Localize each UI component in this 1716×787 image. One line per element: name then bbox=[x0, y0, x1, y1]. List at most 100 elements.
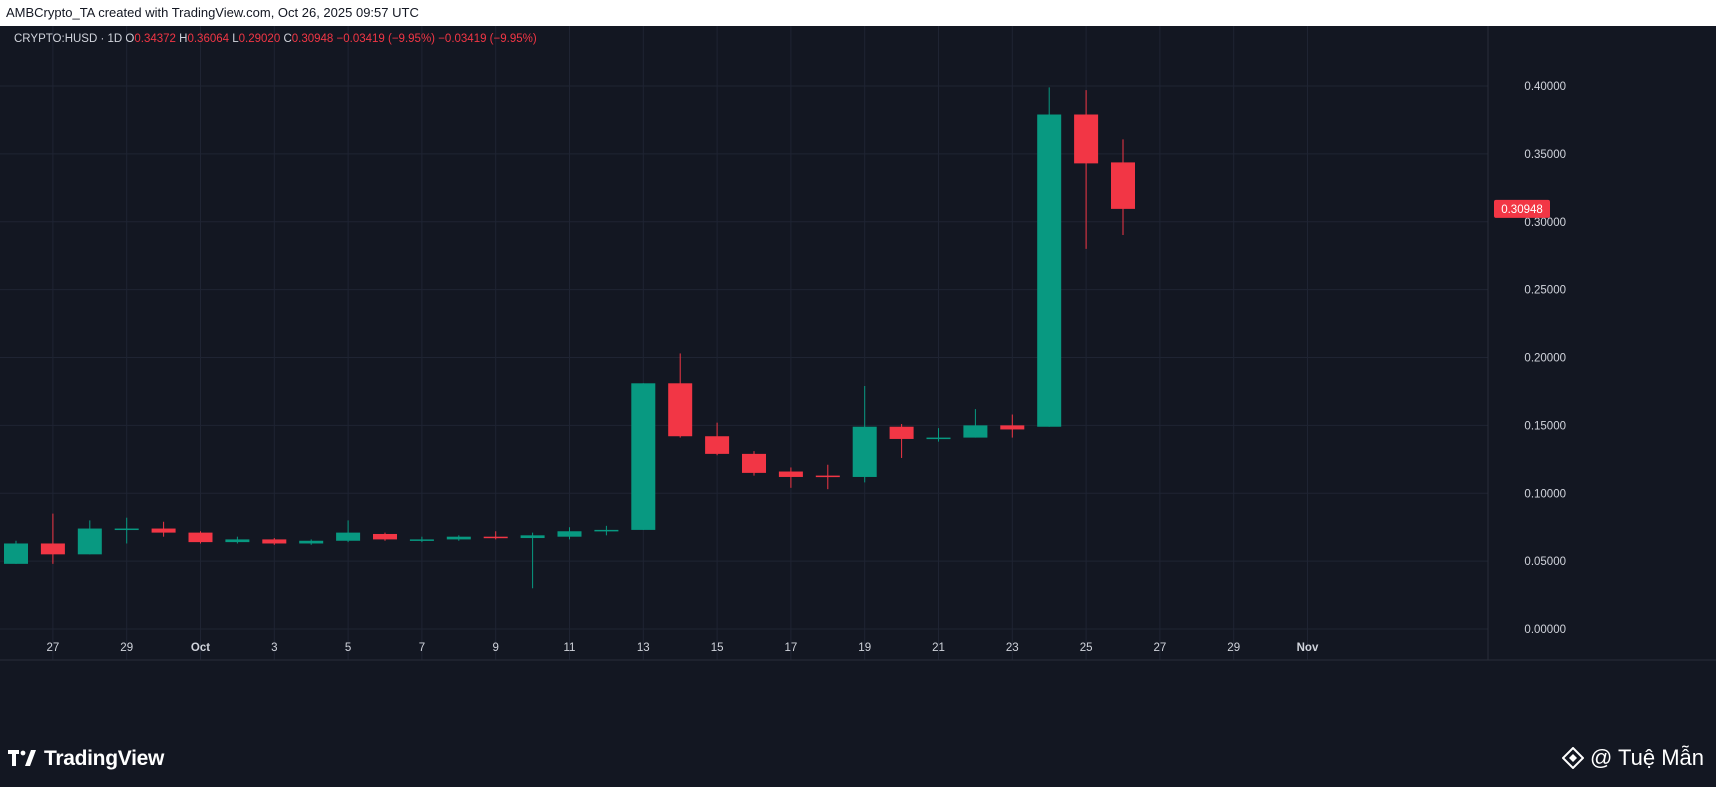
candle-body bbox=[852, 426, 877, 477]
candle[interactable] bbox=[1074, 90, 1099, 249]
candle-body bbox=[409, 539, 434, 541]
candle[interactable] bbox=[40, 513, 65, 564]
candle-body bbox=[373, 533, 397, 540]
candle-body bbox=[1111, 162, 1135, 209]
time-tick-label: 29 bbox=[1227, 642, 1240, 654]
price-tick-label: 0.25000 bbox=[1524, 285, 1566, 297]
candle-body bbox=[1000, 425, 1025, 430]
time-axis[interactable]: 27 29 Oct 3 5 7 9 11 13 15 17 19 21 23 25 27 29 Nov bbox=[47, 642, 1319, 654]
high-label: H bbox=[179, 33, 188, 45]
time-tick-label: 23 bbox=[1006, 642, 1019, 654]
last-price-marker: 0.30948 bbox=[1494, 199, 1550, 218]
time-tick-label: 25 bbox=[1080, 642, 1093, 654]
candle-body bbox=[483, 536, 508, 539]
price-tick-label: 0.10000 bbox=[1524, 488, 1566, 500]
candle[interactable] bbox=[815, 464, 840, 490]
time-tick-label: 9 bbox=[492, 642, 498, 654]
candle[interactable] bbox=[409, 536, 434, 543]
candle[interactable] bbox=[926, 428, 951, 442]
author-watermark: @ Tuệ Mẫn bbox=[1561, 745, 1704, 771]
price-tick-label: 0.35000 bbox=[1524, 149, 1566, 161]
candle-body bbox=[815, 475, 840, 478]
candle-body bbox=[926, 437, 951, 440]
candle[interactable] bbox=[336, 520, 361, 543]
time-tick-label: Nov bbox=[1297, 642, 1319, 654]
candle[interactable] bbox=[151, 521, 176, 537]
candle-body bbox=[225, 539, 250, 543]
candle-body bbox=[114, 528, 139, 531]
candle-body bbox=[778, 471, 803, 477]
price-tick-label: 0.30000 bbox=[1524, 217, 1566, 229]
candle[interactable] bbox=[373, 532, 397, 541]
time-tick-label: 13 bbox=[637, 642, 650, 654]
price-tick-label: 0.00000 bbox=[1524, 624, 1566, 636]
candle-body bbox=[963, 425, 988, 438]
time-tick-label: 27 bbox=[1154, 642, 1167, 654]
price-tick-label: 0.20000 bbox=[1524, 353, 1566, 365]
candle-body bbox=[705, 436, 730, 454]
candle[interactable] bbox=[299, 539, 324, 545]
candle[interactable] bbox=[483, 531, 508, 540]
close-label: C bbox=[283, 33, 292, 45]
candle[interactable] bbox=[1037, 87, 1062, 427]
candle[interactable] bbox=[668, 353, 693, 438]
candle-body bbox=[668, 383, 693, 437]
candle[interactable] bbox=[188, 531, 213, 544]
low-value: 0.29020 bbox=[238, 33, 281, 45]
candle-body bbox=[1037, 114, 1062, 427]
candle[interactable] bbox=[631, 383, 656, 530]
grid-lines bbox=[0, 26, 1488, 660]
candle[interactable] bbox=[520, 532, 545, 589]
price-tick-label: 0.15000 bbox=[1524, 420, 1566, 432]
candle[interactable] bbox=[594, 525, 619, 536]
candle[interactable] bbox=[963, 409, 988, 438]
time-tick-label: 7 bbox=[419, 642, 425, 654]
time-tick-label: 15 bbox=[711, 642, 724, 654]
time-tick-label: Oct bbox=[191, 642, 210, 654]
candle-body bbox=[188, 532, 213, 543]
candle[interactable] bbox=[262, 538, 287, 545]
candle[interactable] bbox=[77, 520, 102, 555]
tradingview-logo-icon bbox=[8, 750, 36, 766]
open-label: O bbox=[125, 33, 135, 45]
price-tick-label: 0.05000 bbox=[1524, 556, 1566, 568]
candle[interactable] bbox=[705, 422, 730, 456]
candle-body bbox=[4, 543, 28, 564]
time-tick-label: 3 bbox=[271, 642, 277, 654]
time-tick-label: 29 bbox=[120, 642, 133, 654]
symbol-label: CRYPTO:HUSD · 1D bbox=[14, 33, 123, 45]
footer-bar: TradingView @ Tuệ Mẫn bbox=[0, 727, 1716, 787]
close-value: 0.30948 bbox=[291, 33, 334, 45]
attribution-bar: AMBCrypto_TA created with TradingView.co… bbox=[0, 0, 1716, 26]
ohlc-legend: CRYPTO:HUSD · 1D O0.34372 H0.36064 L0.29… bbox=[14, 33, 537, 45]
candle[interactable] bbox=[778, 467, 803, 488]
candle[interactable] bbox=[557, 527, 582, 540]
high-value: 0.36064 bbox=[187, 33, 230, 45]
candle[interactable] bbox=[4, 540, 28, 564]
candle-body bbox=[151, 528, 176, 533]
last-price-box bbox=[1494, 199, 1550, 218]
candle-body bbox=[631, 383, 656, 530]
candle[interactable] bbox=[114, 517, 139, 544]
candle[interactable] bbox=[225, 536, 250, 544]
watermark-text: @ Tuệ Mẫn bbox=[1589, 745, 1704, 770]
time-tick-label: 21 bbox=[932, 642, 945, 654]
candle[interactable] bbox=[742, 451, 766, 476]
time-tick-label: 11 bbox=[564, 642, 576, 654]
candle[interactable] bbox=[1000, 414, 1025, 438]
price-axis[interactable]: 0.40000 0.35000 0.30000 0.25000 0.20000 0.150… bbox=[1524, 81, 1566, 636]
candle-body bbox=[889, 426, 914, 439]
candle[interactable] bbox=[1111, 139, 1135, 236]
candle[interactable] bbox=[889, 424, 914, 458]
tradingview-brand-text: TradingView bbox=[44, 747, 165, 770]
time-tick-label: 5 bbox=[345, 642, 351, 654]
candle-body bbox=[40, 543, 65, 555]
candle[interactable] bbox=[446, 535, 471, 541]
tradingview-logo[interactable]: TradingView bbox=[8, 747, 164, 771]
candlestick-chart[interactable]: 0.40000 0.35000 0.30000 0.25000 0.20000 0.150… bbox=[0, 26, 1716, 727]
candle-body bbox=[262, 539, 287, 544]
candle[interactable] bbox=[852, 386, 877, 483]
change-value-repeat: −0.03419 (−9.95%) bbox=[438, 33, 537, 45]
time-tick-label: 17 bbox=[785, 642, 798, 654]
